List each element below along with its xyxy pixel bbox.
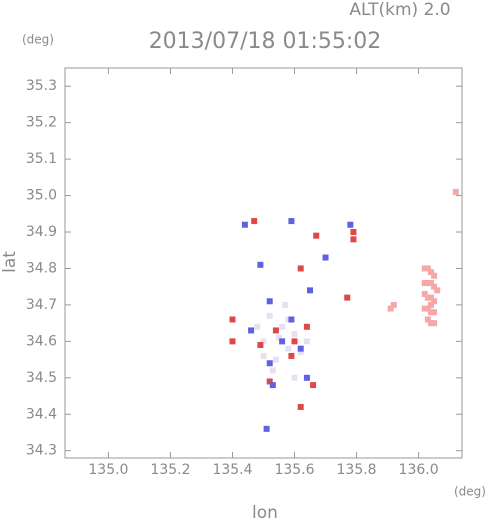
echo-point [427,320,434,327]
echo-point [297,403,304,410]
echo-point [269,367,276,374]
x-axis-label: lon [252,503,278,521]
echo-point [291,338,298,345]
echo-point [421,280,428,287]
echo-point [260,338,267,345]
chart-subtitle: ALT(km) 2.0 [349,0,450,20]
echo-point [297,265,304,272]
echo-point [291,331,298,338]
echo-point [303,323,310,330]
echo-point [421,290,428,297]
echo-point [297,345,304,352]
echo-point [266,298,273,305]
echo-point [431,272,438,279]
echo-point [313,232,320,239]
y-tick-label: 34.5 [26,370,57,386]
echo-point [387,305,394,312]
x-tick-label: 135.4 [212,462,252,478]
y-tick-label: 35.1 [26,151,57,167]
echo-point [310,382,317,389]
echo-point [279,323,286,330]
echo-point [241,221,248,228]
plot-frame [64,67,463,459]
y-tick-label: 35.0 [26,188,57,204]
echo-point [427,309,434,316]
x-tick-label: 135.0 [88,462,128,478]
y-axis-label: lat [0,251,20,273]
echo-point [307,287,314,294]
echo-point [251,218,258,225]
echo-point [285,345,292,352]
chart-title: 2013/07/18 01:55:02 [149,29,382,54]
echo-point [303,374,310,381]
echo-point [269,382,276,389]
echo-point [424,265,431,272]
echo-point [272,327,279,334]
echo-point [431,309,438,316]
echo-point [288,352,295,359]
echo-point [431,320,438,327]
echo-point [350,229,357,236]
echo-point [254,323,261,330]
echo-point [266,312,273,319]
y-tick-label: 34.6 [26,333,57,349]
echo-point [434,287,441,294]
x-tick-label: 135.8 [337,462,377,478]
x-tick-label: 135.2 [150,462,190,478]
x-unit: (deg) [454,485,486,499]
echo-point [288,316,295,323]
echo-point [266,378,273,385]
y-tick-label: 34.3 [26,443,57,459]
echo-point [421,305,428,312]
y-tick-label: 34.8 [26,260,57,276]
echo-point [297,349,304,356]
echo-point [260,352,267,359]
echo-point [431,298,438,305]
y-unit: (deg) [22,33,54,47]
echo-point [282,301,289,308]
echo-point [303,338,310,345]
echo-point [424,316,431,323]
echo-point [424,280,431,287]
echo-point [322,254,329,261]
echo-point [431,283,438,290]
echo-point [279,338,286,345]
echo-point [452,188,459,195]
echo-point [427,294,434,301]
echo-point [257,261,264,268]
echo-point [344,294,351,301]
echo-point [288,218,295,225]
y-tick-label: 34.9 [26,224,57,240]
echo-point [421,265,428,272]
echo-point [424,305,431,312]
x-tick-label: 136.0 [399,462,439,478]
y-tick-label: 34.4 [26,406,57,422]
echo-point [248,327,255,334]
echo-point [427,280,434,287]
y-tick-label: 35.2 [26,115,57,131]
echo-point [424,294,431,301]
x-tick-label: 135.6 [274,462,314,478]
echo-point [257,342,264,349]
echo-point [285,316,292,323]
echo-point [276,334,283,341]
echo-point [291,374,298,381]
y-tick-label: 34.7 [26,297,57,313]
echo-point [272,356,279,363]
echo-point [427,301,434,308]
echo-point [229,316,236,323]
echo-point [427,269,434,276]
echo-point [347,221,354,228]
echo-point [350,236,357,243]
echo-point [229,338,236,345]
echo-point [266,360,273,367]
echo-point [263,425,270,432]
y-tick-label: 35.3 [26,78,57,94]
echo-point [390,301,397,308]
